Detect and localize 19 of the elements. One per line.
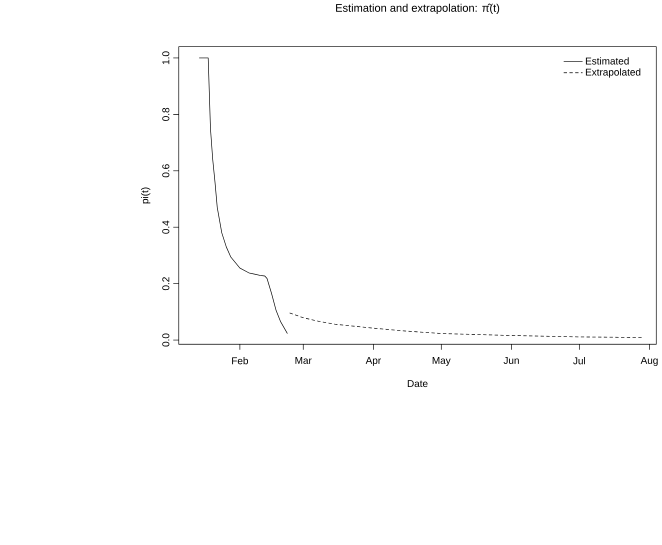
y-tick-label: 0.4 <box>162 220 170 234</box>
y-tick-label: 0.0 <box>162 334 170 347</box>
legend-label: Extrapolated <box>586 68 640 78</box>
chart-title: Estimation and extrapolation: π̂(t) <box>336 4 500 14</box>
x-tick-label: Jul <box>573 357 586 365</box>
x-tick-label: Aug <box>640 357 658 366</box>
y-axis-title: pi(t) <box>141 188 150 204</box>
y-tick-label: 0.2 <box>162 277 170 290</box>
y-tick-label: 0.6 <box>162 164 170 178</box>
x-tick-label: Apr <box>366 357 381 366</box>
legend-label: Estimated <box>586 57 629 65</box>
x-tick-label: Jun <box>504 357 519 364</box>
line-series <box>198 58 288 334</box>
y-tick-label: 1.0 <box>162 52 170 64</box>
x-tick-label: Feb <box>232 357 248 365</box>
x-tick-label: Mar <box>295 357 312 364</box>
x-tick-label: May <box>432 357 451 366</box>
x-axis-title: Date <box>408 380 428 388</box>
y-tick-label: 0.8 <box>162 108 170 122</box>
